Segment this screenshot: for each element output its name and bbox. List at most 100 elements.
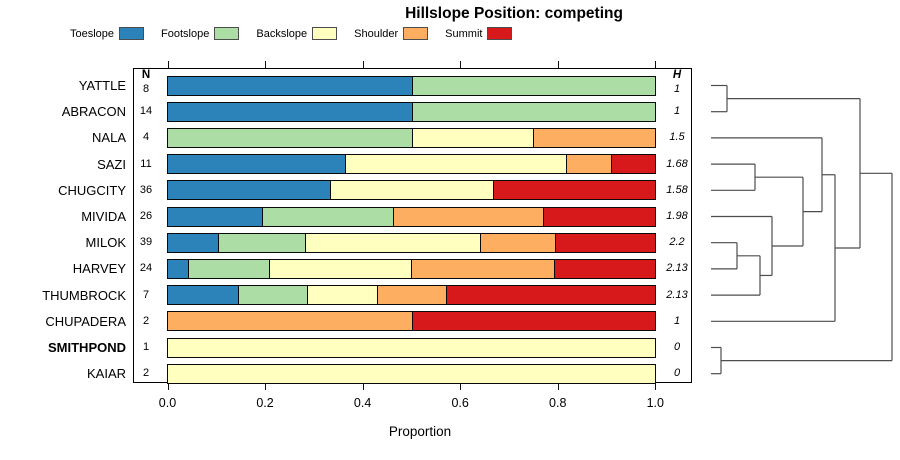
legend-swatch-summit <box>487 27 513 40</box>
n-value: 36 <box>139 183 153 196</box>
bar-segment-shoulder <box>533 128 655 147</box>
legend-label-summit: Summit <box>445 27 483 40</box>
n-value: 2 <box>142 367 150 380</box>
legend-label-shoulder: Shoulder <box>354 27 399 40</box>
bar-segment-shoulder <box>168 312 412 331</box>
row-label-kaiar: KAIAR <box>86 366 126 382</box>
axis-tick <box>557 61 559 68</box>
legend-swatch-toeslope <box>119 27 145 40</box>
bar-row-sazi <box>167 154 656 175</box>
bar-segment-toeslope <box>168 102 412 121</box>
row-label-thumbrock: THUMBROCK <box>42 287 126 303</box>
bar-row-milok <box>167 232 656 253</box>
bar-segment-toeslope <box>168 259 189 278</box>
row-label-smithpond: SMITHPOND <box>48 340 126 355</box>
chart-title: Hillslope Position: competing <box>405 5 623 22</box>
n-value: 39 <box>139 236 153 249</box>
h-value: 0 <box>673 341 681 353</box>
bar-segment-backslope <box>168 364 655 383</box>
legend-item-summit: Summit <box>445 27 513 40</box>
axis-tick <box>655 383 657 390</box>
axis-tick <box>460 383 462 390</box>
n-value: 11 <box>140 157 152 170</box>
bar-segment-footslope <box>188 259 270 278</box>
axis-tick <box>167 383 169 390</box>
n-value: 14 <box>139 105 153 118</box>
bar-segment-footslope <box>411 102 655 121</box>
h-value: 0 <box>673 367 681 380</box>
row-label-yattle: YATTLE <box>78 78 126 93</box>
bar-segment-backslope <box>305 233 481 252</box>
axis-tick <box>655 61 657 68</box>
n-value: 8 <box>142 82 150 95</box>
axis-tick-label: 0.4 <box>353 396 372 410</box>
row-label-chupadera: CHUPADERA <box>45 313 126 329</box>
n-value: 4 <box>142 131 150 144</box>
bar-row-abracon <box>167 101 656 122</box>
legend-item-shoulder: Shoulder <box>354 27 429 40</box>
n-value: 1 <box>142 341 150 353</box>
bar-segment-summit <box>446 286 655 305</box>
axis-tick <box>167 61 169 68</box>
axis-tick <box>265 61 267 68</box>
axis-tick-label: 0.6 <box>451 396 469 410</box>
h-value: 2.13 <box>666 288 688 301</box>
h-column-header: H <box>672 69 682 81</box>
h-value: 1.58 <box>666 183 688 196</box>
bar-segment-summit <box>555 233 655 252</box>
legend-swatch-footslope <box>214 27 240 40</box>
row-label-chugcity: CHUGCITY <box>58 182 126 198</box>
bar-segment-footslope <box>168 128 412 147</box>
bar-row-mivida <box>167 206 656 227</box>
bar-row-kaiar <box>167 363 656 384</box>
bar-row-smithpond <box>167 337 656 358</box>
bar-segment-toeslope <box>168 233 218 252</box>
bar-segment-summit <box>411 312 655 331</box>
axis-tick <box>557 383 559 390</box>
bar-row-chugcity <box>167 180 656 201</box>
row-label-abracon: ABRACON <box>61 104 126 120</box>
bar-segment-shoulder <box>411 259 554 278</box>
n-value: 24 <box>139 262 153 275</box>
bar-segment-toeslope <box>168 207 262 226</box>
bar-segment-backslope <box>330 181 493 200</box>
bar-row-nala <box>167 127 656 148</box>
row-label-nala: NALA <box>92 130 126 146</box>
bar-segment-toeslope <box>168 76 412 95</box>
h-value: 1 <box>673 105 681 118</box>
bar-row-harvey <box>167 258 656 279</box>
bar-segment-backslope <box>168 338 655 357</box>
legend-label-footslope: Footslope <box>161 27 210 40</box>
legend-label-backslope: Backslope <box>256 27 308 40</box>
legend-item-toeslope: Toeslope <box>70 27 145 40</box>
legend-item-footslope: Footslope <box>161 27 240 40</box>
bar-segment-summit <box>610 155 655 174</box>
axis-tick-label: 0.0 <box>158 396 177 410</box>
h-value: 1.5 <box>669 131 685 144</box>
axis-tick-label: 1.0 <box>646 396 664 410</box>
h-value: 1 <box>673 314 681 327</box>
axis-tick-label: 0.8 <box>549 396 567 410</box>
bar-segment-backslope <box>345 155 567 174</box>
x-axis-title: Proportion <box>388 424 452 439</box>
bar-segment-toeslope <box>168 181 331 200</box>
row-label-sazi: SAZI <box>97 156 126 172</box>
legend-swatch-backslope <box>312 27 338 40</box>
bar-row-thumbrock <box>167 285 656 306</box>
bar-segment-footslope <box>237 286 308 305</box>
bar-segment-footslope <box>217 233 306 252</box>
axis-tick-label: 0.2 <box>256 396 274 410</box>
axis-tick <box>265 383 267 390</box>
h-value: 2.2 <box>669 236 685 249</box>
row-label-mivida: MIVIDA <box>81 209 126 224</box>
bar-row-yattle <box>167 75 656 96</box>
n-value: 7 <box>142 288 150 301</box>
bar-segment-shoulder <box>376 286 447 305</box>
bar-segment-toeslope <box>168 155 346 174</box>
row-label-harvey: HARVEY <box>72 261 126 277</box>
bar-segment-backslope <box>269 259 412 278</box>
row-label-milok: MILOK <box>85 235 126 251</box>
bar-segment-shoulder <box>480 233 556 252</box>
